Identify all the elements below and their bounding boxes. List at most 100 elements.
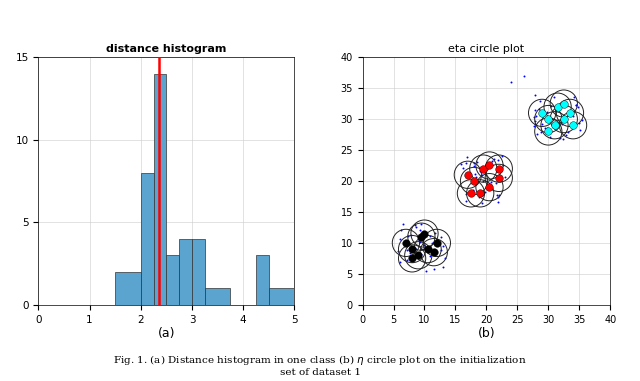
Point — [493, 165, 504, 171]
Point — [418, 246, 428, 252]
Point — [468, 160, 479, 166]
Point — [406, 232, 416, 238]
Point — [415, 227, 426, 233]
Bar — [205, 288, 230, 305]
Point — [416, 221, 426, 227]
Point — [424, 253, 435, 259]
Point — [476, 189, 486, 195]
Point — [577, 117, 588, 123]
Point — [563, 129, 573, 135]
Point — [493, 157, 503, 163]
Point — [414, 237, 424, 243]
Point — [569, 94, 579, 100]
Point — [416, 246, 426, 252]
Bar — [166, 255, 179, 305]
Point — [530, 107, 540, 113]
Point — [531, 131, 541, 137]
Point — [468, 187, 478, 193]
Point — [470, 171, 480, 177]
Point — [490, 180, 500, 186]
Point — [493, 194, 503, 200]
Point — [492, 192, 502, 198]
Point — [417, 235, 428, 241]
Point — [440, 255, 450, 261]
Point — [471, 174, 481, 180]
Point — [461, 191, 472, 197]
Bar — [179, 239, 192, 305]
Point — [500, 174, 510, 180]
Point — [489, 156, 499, 162]
Point — [402, 257, 412, 263]
Point — [458, 165, 468, 171]
Point — [417, 251, 427, 257]
Point — [469, 163, 479, 169]
Point — [438, 264, 449, 270]
Point — [497, 162, 508, 168]
Point — [561, 131, 572, 138]
Point — [573, 104, 583, 110]
Bar — [192, 239, 205, 305]
Point — [462, 154, 472, 160]
Point — [495, 165, 506, 171]
Point — [419, 242, 429, 248]
Bar — [256, 255, 269, 305]
Point — [483, 161, 493, 167]
Point — [571, 102, 581, 108]
Point — [403, 233, 413, 239]
Point — [518, 73, 529, 79]
Point — [437, 242, 447, 248]
Point — [557, 121, 568, 127]
Text: (b): (b) — [477, 327, 495, 340]
Point — [430, 231, 440, 237]
Point — [529, 122, 540, 128]
Point — [413, 253, 424, 259]
Point — [402, 247, 412, 253]
Point — [529, 93, 540, 99]
Point — [530, 118, 540, 125]
Point — [477, 192, 488, 198]
Point — [410, 245, 420, 251]
Point — [472, 159, 482, 165]
Point — [477, 200, 487, 206]
Point — [431, 248, 442, 254]
Point — [551, 107, 561, 113]
Point — [410, 222, 420, 228]
Point — [546, 102, 556, 109]
Point — [415, 239, 425, 245]
Point — [436, 247, 447, 253]
Bar — [269, 288, 294, 305]
Point — [475, 168, 485, 174]
Bar — [141, 173, 154, 305]
Point — [410, 224, 420, 230]
Point — [477, 172, 487, 178]
Point — [474, 194, 484, 200]
Point — [405, 250, 415, 256]
Point — [456, 161, 467, 167]
Point — [398, 221, 408, 227]
Point — [542, 125, 552, 131]
Point — [396, 236, 406, 242]
Point — [545, 134, 555, 140]
Bar — [115, 272, 141, 305]
Point — [492, 168, 502, 174]
Point — [436, 234, 447, 240]
Point — [566, 110, 577, 116]
Point — [556, 135, 566, 141]
Point — [549, 94, 559, 100]
Point — [395, 259, 405, 266]
Point — [494, 192, 504, 198]
Point — [571, 102, 581, 108]
Point — [479, 189, 490, 195]
Point — [425, 233, 435, 239]
Point — [536, 121, 547, 127]
Point — [393, 248, 403, 254]
Point — [531, 112, 541, 118]
Point — [396, 227, 406, 233]
Title: eta circle plot: eta circle plot — [449, 43, 524, 54]
Point — [534, 106, 545, 112]
Point — [478, 178, 488, 184]
Point — [486, 179, 497, 185]
Point — [529, 123, 539, 130]
Point — [529, 114, 539, 120]
Point — [575, 127, 585, 133]
